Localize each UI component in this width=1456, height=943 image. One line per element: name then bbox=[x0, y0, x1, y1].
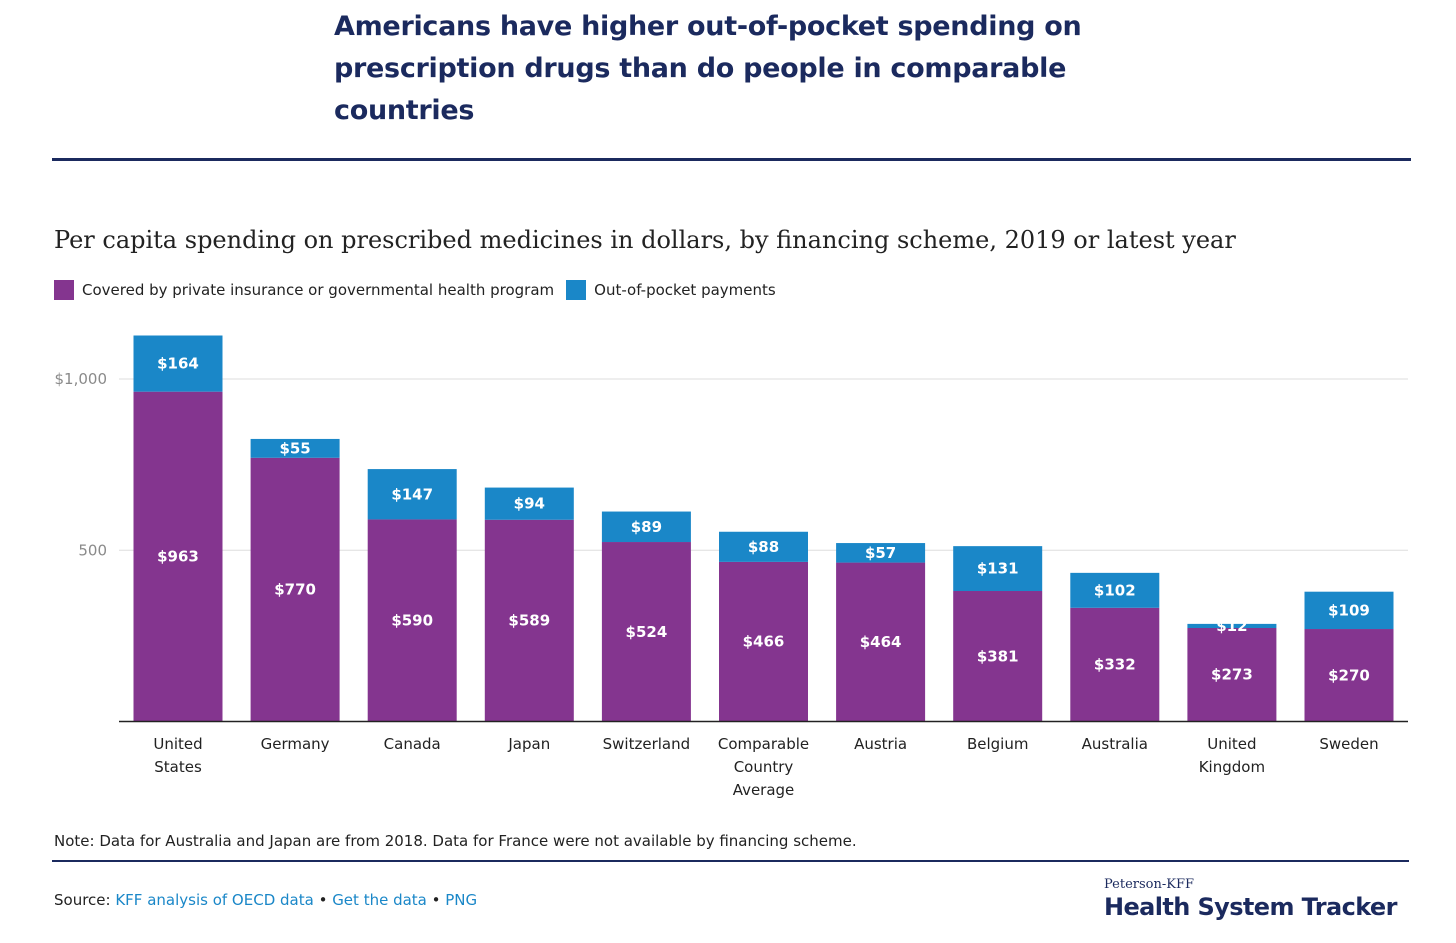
data-label-covered: $963 bbox=[157, 548, 199, 566]
data-label-covered: $466 bbox=[743, 633, 785, 651]
legend-item-out-of-pocket: Out-of-pocket payments bbox=[566, 280, 776, 300]
bar-out-of-pocket bbox=[1187, 623, 1277, 628]
data-label-covered: $332 bbox=[1094, 656, 1136, 674]
bar-out-of-pocket bbox=[484, 487, 574, 520]
bar-out-of-pocket bbox=[1304, 591, 1394, 630]
x-tick-label: States bbox=[154, 758, 202, 776]
data-label-out-of-pocket: $94 bbox=[514, 495, 545, 513]
chart-subtitle: Per capita spending on prescribed medici… bbox=[54, 226, 1236, 254]
legend: Covered by private insurance or governme… bbox=[54, 280, 788, 300]
data-label-covered: $464 bbox=[860, 633, 902, 651]
x-tick-label: Japan bbox=[507, 735, 550, 753]
data-label-out-of-pocket: $131 bbox=[977, 560, 1019, 578]
title-divider bbox=[52, 158, 1411, 161]
x-tick-label: Canada bbox=[384, 735, 441, 753]
data-label-out-of-pocket: $12 bbox=[1216, 617, 1247, 635]
bar-out-of-pocket bbox=[133, 335, 223, 392]
data-label-covered: $770 bbox=[274, 581, 316, 599]
bar-covered bbox=[367, 519, 457, 722]
x-tick-label: Comparable bbox=[718, 735, 809, 753]
legend-item-covered: Covered by private insurance or governme… bbox=[54, 280, 554, 300]
data-label-covered: $273 bbox=[1211, 666, 1253, 684]
data-label-out-of-pocket: $147 bbox=[391, 485, 433, 503]
source-line: Source: KFF analysis of OECD data • Get … bbox=[54, 891, 477, 909]
data-label-out-of-pocket: $57 bbox=[865, 544, 896, 562]
data-label-out-of-pocket: $109 bbox=[1328, 601, 1370, 619]
bar-covered bbox=[1187, 627, 1277, 722]
x-tick-label: Kingdom bbox=[1199, 758, 1265, 776]
bar-covered bbox=[719, 561, 808, 722]
bar-out-of-pocket bbox=[836, 543, 926, 563]
png-link[interactable]: PNG bbox=[445, 891, 478, 909]
x-tick-label: Australia bbox=[1082, 735, 1148, 753]
data-label-out-of-pocket: $89 bbox=[631, 518, 662, 536]
bar-covered bbox=[250, 457, 340, 722]
data-label-covered: $590 bbox=[391, 611, 433, 629]
footer-divider bbox=[52, 860, 1409, 862]
bar-covered bbox=[133, 391, 223, 722]
x-tick-label: Belgium bbox=[967, 735, 1029, 753]
bar-covered bbox=[484, 519, 574, 722]
x-tick-label: Country bbox=[734, 758, 794, 776]
brand-name-small: Peterson-KFF bbox=[1104, 877, 1195, 892]
data-label-out-of-pocket: $55 bbox=[279, 439, 310, 457]
source-prefix: Source: bbox=[54, 891, 116, 909]
bar-out-of-pocket bbox=[953, 546, 1043, 592]
data-label-covered: $381 bbox=[977, 647, 1019, 665]
get-data-link[interactable]: Get the data bbox=[332, 891, 427, 909]
data-label-out-of-pocket: $102 bbox=[1094, 581, 1136, 599]
x-tick-label: Average bbox=[733, 781, 795, 799]
source-separator: • bbox=[426, 891, 446, 909]
bar-covered bbox=[836, 562, 926, 722]
bar-out-of-pocket bbox=[250, 438, 340, 458]
legend-swatch-out-of-pocket bbox=[566, 280, 587, 300]
y-tick-label: 500 bbox=[78, 541, 107, 559]
x-tick-label: Sweden bbox=[1319, 735, 1378, 753]
y-tick-label: $1,000 bbox=[55, 370, 108, 388]
legend-label-out-of-pocket: Out-of-pocket payments bbox=[594, 281, 776, 299]
chart-title: Americans have higher out-of-pocket spen… bbox=[334, 11, 1082, 126]
data-label-covered: $589 bbox=[508, 612, 550, 630]
x-tick-label: United bbox=[1207, 735, 1256, 753]
bar-covered bbox=[1070, 607, 1160, 722]
bar-covered bbox=[601, 542, 691, 722]
data-label-covered: $524 bbox=[626, 623, 668, 641]
bar-out-of-pocket bbox=[601, 511, 691, 543]
data-label-out-of-pocket: $88 bbox=[748, 538, 779, 556]
x-tick-label: United bbox=[153, 735, 202, 753]
bar-covered bbox=[953, 591, 1043, 722]
x-tick-label: Austria bbox=[854, 735, 907, 753]
source-separator: • bbox=[313, 891, 333, 909]
chart-note: Note: Data for Australia and Japan are f… bbox=[54, 832, 857, 850]
bar-out-of-pocket bbox=[719, 531, 808, 562]
brand-logo: Health System Tracker bbox=[1104, 893, 1397, 921]
legend-label-covered: Covered by private insurance or governme… bbox=[82, 281, 555, 299]
data-label-covered: $270 bbox=[1328, 666, 1370, 684]
x-tick-label: Switzerland bbox=[603, 735, 691, 753]
data-label-out-of-pocket: $164 bbox=[157, 355, 199, 373]
bar-out-of-pocket bbox=[1070, 572, 1160, 608]
bar-out-of-pocket bbox=[367, 469, 457, 520]
bar-covered bbox=[1304, 629, 1394, 722]
legend-swatch-covered bbox=[54, 280, 74, 300]
source-link-oecd[interactable]: KFF analysis of OECD data bbox=[115, 891, 314, 909]
x-tick-label: Germany bbox=[261, 735, 330, 753]
